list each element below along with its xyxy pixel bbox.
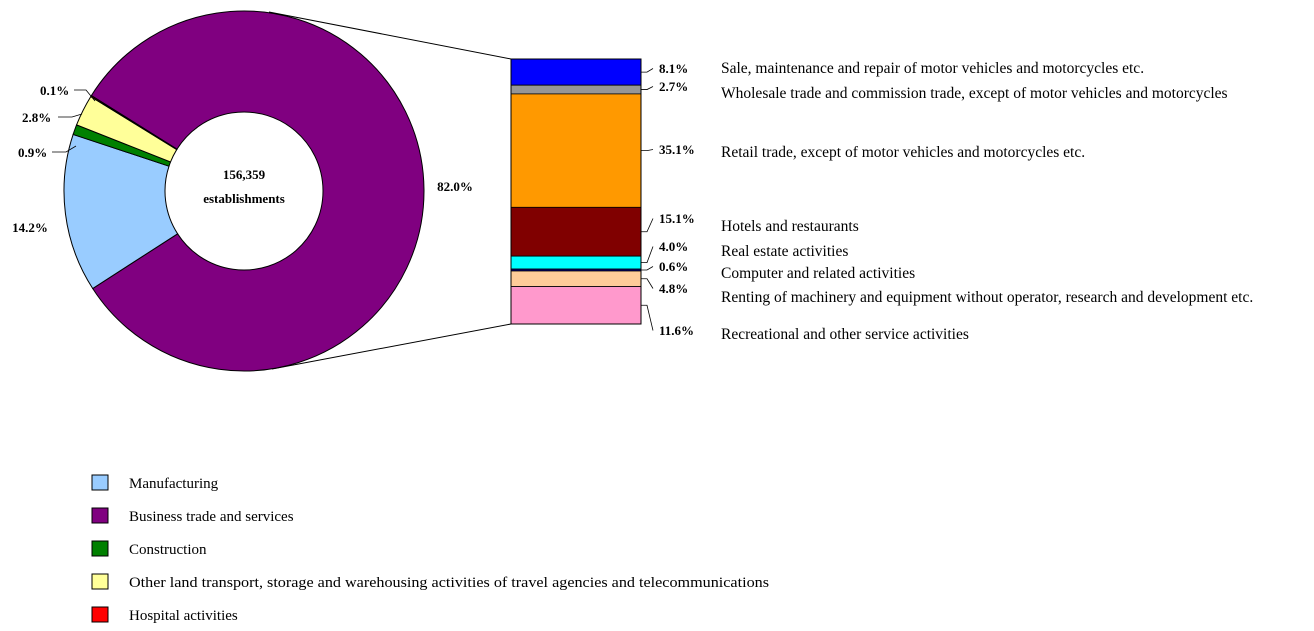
donut-leader-construction [52, 145, 77, 153]
donut-label-hospital-activities: 0.1% [40, 83, 69, 98]
donut-slice-business-trade-and-services [90, 10, 425, 372]
bar-segment-retail-trade-except-of-motor-vehicles-an [510, 93, 642, 208]
bar-segment-renting-of-machinery-and-equipment-witho [510, 270, 642, 287]
bar-label-pct-hotels-and-restaurants: 15.1% [659, 211, 695, 226]
legend-swatch-hospital-activities [91, 606, 109, 623]
legend-swatch-other-land-transport-storage-and-warehou [91, 573, 109, 590]
connector-top [268, 11, 512, 60]
bar-label-pct-sale-maintenance-and-repair-of-motor-veh: 8.1% [659, 61, 688, 76]
bar-leader-real-estate-activities [641, 246, 654, 263]
donut-leader-other-land-transport-storage-and-warehou [58, 113, 83, 118]
bar-leader-recreational-and-other-service-activitie [641, 304, 654, 331]
bar-label-pct-wholesale-trade-and-commission-trade-exc: 2.7% [659, 79, 688, 94]
center-label-unit: establishments [203, 191, 285, 206]
bar-label-cat-computer-and-related-activities: Computer and related activities [721, 265, 915, 282]
bar-leader-wholesale-trade-and-commission-trade-exc [641, 86, 654, 90]
legend-swatch-manufacturing [91, 474, 109, 491]
donut-slice-manufacturing [63, 133, 179, 290]
bar-label-cat-wholesale-trade-and-commission-trade-exc: Wholesale trade and commission trade, ex… [721, 85, 1228, 102]
breakdown-bar: 8.1% Sale, maintenance and repair of moto… [510, 58, 1253, 343]
donut-label-manufacturing: 14.2% [12, 220, 48, 235]
bar-segment-recreational-and-other-service-activitie [510, 286, 642, 325]
legend-label-other-land-transport-storage-and-warehou: Other land transport, storage and wareho… [129, 575, 769, 591]
bar-segment-hotels-and-restaurants [510, 206, 642, 257]
bar-label-pct-computer-and-related-activities: 0.6% [659, 259, 688, 274]
bar-leader-retail-trade-except-of-motor-vehicles-an [641, 149, 654, 152]
bar-leader-sale-maintenance-and-repair-of-motor-veh [641, 68, 654, 73]
bar-label-cat-recreational-and-other-service-activitie: Recreational and other service activitie… [721, 326, 969, 343]
legend-swatch-construction [91, 540, 109, 557]
bar-leader-computer-and-related-activities [641, 266, 654, 271]
bar-label-cat-renting-of-machinery-and-equipment-witho: Renting of machinery and equipment witho… [721, 289, 1253, 306]
legend-label-business-trade-and-services: Business trade and services [129, 509, 294, 525]
bar-segment-wholesale-trade-and-commission-trade-exc [510, 84, 642, 95]
donut-label-construction: 0.9% [18, 145, 47, 160]
breakdown-connectors [268, 11, 512, 370]
donut-label-other-land-transport-storage-and-warehou: 2.8% [22, 110, 51, 125]
bar-segment-sale-maintenance-and-repair-of-motor-veh [510, 58, 642, 86]
bar-label-pct-real-estate-activities: 4.0% [659, 239, 688, 254]
center-label-count: 156,359 [223, 167, 266, 182]
bar-label-cat-real-estate-activities: Real estate activities [721, 243, 848, 260]
bar-label-cat-retail-trade-except-of-motor-vehicles-an: Retail trade, except of motor vehicles a… [721, 144, 1085, 161]
legend-swatch-business-trade-and-services [91, 507, 109, 524]
bar-leader-hotels-and-restaurants [641, 218, 654, 233]
legend-label-construction: Construction [129, 542, 207, 558]
legend-label-hospital-activities: Hospital activities [129, 608, 238, 624]
donut-label-business-trade-and-services: 82.0% [437, 179, 473, 194]
connector-bottom [271, 323, 512, 370]
bar-leader-renting-of-machinery-and-equipment-witho [641, 278, 654, 289]
bar-outline [510, 58, 642, 325]
bar-label-pct-retail-trade-except-of-motor-vehicles-an: 35.1% [659, 142, 695, 157]
bar-label-pct-recreational-and-other-service-activitie: 11.6% [659, 323, 694, 338]
bar-label-cat-sale-maintenance-and-repair-of-motor-veh: Sale, maintenance and repair of motor ve… [721, 60, 1144, 77]
legend-label-manufacturing: Manufacturing [129, 476, 219, 492]
bar-label-pct-renting-of-machinery-and-equipment-witho: 4.8% [659, 281, 688, 296]
donut-chart: 82.0% 14.2% 0.9% 2.8% 0.1% [12, 10, 473, 372]
donut-leader-hospital-activities [74, 89, 96, 102]
legend: Manufacturing Business trade and services… [91, 474, 769, 624]
bar-segment-real-estate-activities [510, 255, 642, 270]
bar-label-cat-hotels-and-restaurants: Hotels and restaurants [721, 218, 859, 235]
